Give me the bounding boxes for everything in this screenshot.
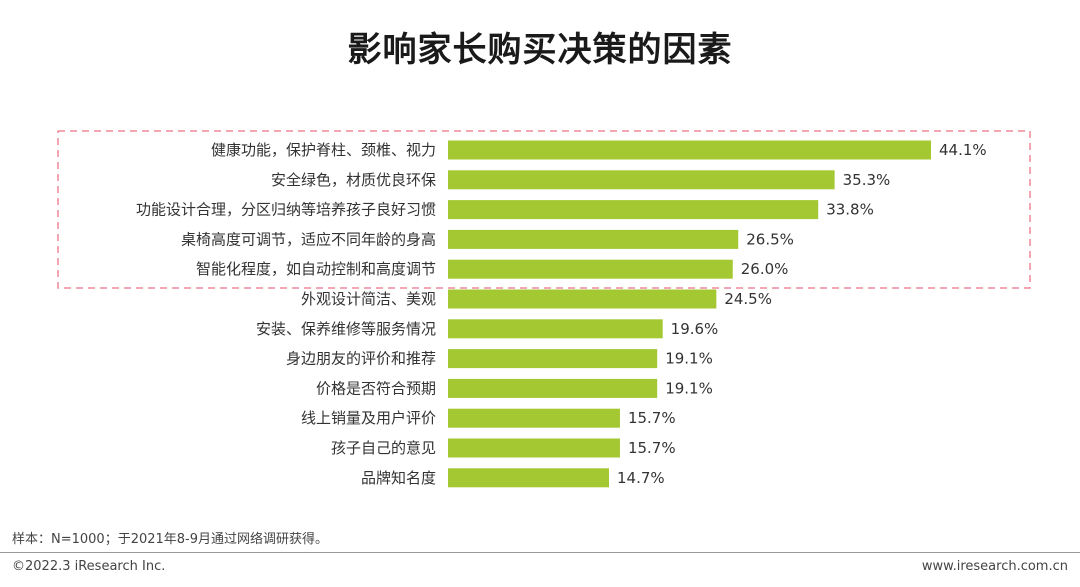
value-label: 26.0% <box>741 260 789 278</box>
value-label: 19.6% <box>671 320 719 338</box>
category-label: 身边朋友的评价和推荐 <box>286 350 436 368</box>
category-label: 安全绿色，材质优良环保 <box>271 171 436 189</box>
value-label: 35.3% <box>843 171 891 189</box>
category-label: 品牌知名度 <box>361 469 436 487</box>
category-label: 桌椅高度可调节，适应不同年龄的身高 <box>181 230 436 248</box>
bar <box>448 378 658 398</box>
bar <box>448 468 609 488</box>
value-label: 15.7% <box>628 409 676 427</box>
category-label: 外观设计简洁、美观 <box>301 290 436 308</box>
bar <box>448 349 658 369</box>
value-label: 15.7% <box>628 439 676 457</box>
category-label: 健康功能，保护脊柱、颈椎、视力 <box>211 141 436 159</box>
bar <box>448 319 663 339</box>
category-label: 智能化程度，如自动控制和高度调节 <box>196 260 436 278</box>
bar <box>448 200 819 220</box>
bar <box>448 229 739 249</box>
value-label: 14.7% <box>617 469 665 487</box>
bar <box>448 438 620 458</box>
bar <box>448 408 620 428</box>
value-label: 19.1% <box>665 379 713 397</box>
bar <box>448 170 835 190</box>
bar <box>448 140 931 160</box>
highlight-box <box>57 130 1031 289</box>
sample-footnote: 样本：N=1000；于2021年8-9月通过网络调研获得。 <box>12 532 329 547</box>
value-label: 44.1% <box>939 141 987 159</box>
category-label: 线上销量及用户评价 <box>301 409 436 427</box>
category-label: 价格是否符合预期 <box>316 379 436 397</box>
value-label: 33.8% <box>826 201 874 219</box>
category-label: 孩子自己的意见 <box>331 439 436 457</box>
footer-divider <box>0 552 1080 553</box>
bar <box>448 259 733 279</box>
value-label: 24.5% <box>724 290 772 308</box>
value-label: 19.1% <box>665 350 713 368</box>
value-label: 26.5% <box>746 230 794 248</box>
category-label: 功能设计合理，分区归纳等培养孩子良好习惯 <box>136 201 436 219</box>
category-label: 安装、保养维修等服务情况 <box>256 320 436 338</box>
bar-chart: 健康功能，保护脊柱、颈椎、视力 44.1% 安全绿色，材质优良环保 35.3% 功能设计… <box>57 130 1031 488</box>
bar <box>448 289 717 309</box>
chart-title: 影响家长购买决策的因素 <box>347 30 733 70</box>
website-link[interactable]: www.iresearch.com.cn <box>921 559 1068 574</box>
copyright-text: ©2022.3 iResearch Inc. <box>12 559 166 574</box>
